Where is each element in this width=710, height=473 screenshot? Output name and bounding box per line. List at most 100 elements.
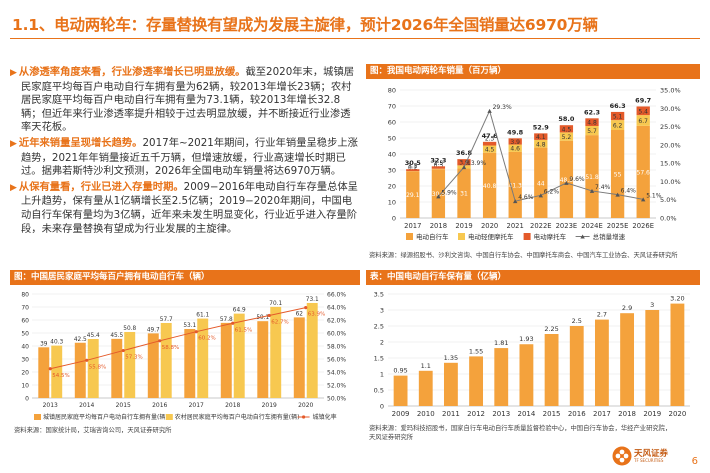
household-chart-source: 资料来源：国家统计局，艾瑞咨询公司，天风证券研究所 [14,427,172,434]
sales-y-left-tick: 30 [388,167,396,175]
sales-x-tick: 2020 [481,222,498,230]
arrow-bullet-icon: ▶ [10,182,17,193]
household-urbanization-marker [85,358,89,362]
household-legend-label: 城镇居民家庭平均每百户电动自行车拥有量(辆) [43,413,168,421]
household-urban-label: 42.5 [74,337,87,343]
sales-bar-segment [482,152,497,218]
sales-bar-label: 4.5 [485,147,495,154]
stock-x-tick: 2013 [492,410,510,418]
household-rural-label: 50.8 [123,326,136,332]
sales-legend-swatch [406,233,413,240]
logo-name: 天风证券 [634,449,669,459]
sales-bar-label: 4.1 [536,134,546,141]
sales-bar-label: 6.7 [638,118,648,125]
sales-bar-segment [636,106,650,116]
household-x-tick: 2015 [116,402,131,409]
stock-y-tick: 3.5 [374,291,384,299]
sales-growth-label: 7.4% [595,184,611,191]
stock-bar-label: 2.5 [572,317,582,325]
household-urban-label: 53.1 [183,323,196,329]
sales-total-label: 47.6 [482,132,499,140]
household-urbanization-label: 63.9% [308,312,325,318]
household-y-right-tick: 58.0% [327,344,346,351]
sales-bar-segment [482,145,497,153]
household-x-tick: 2018 [225,402,240,409]
stock-x-tick: 2018 [618,410,636,418]
household-urbanization-marker [194,330,198,334]
household-y-right-tick: 52.0% [327,383,346,390]
sales-bar-label: 5.2 [562,134,572,141]
household-urbanization-label: 57.3% [125,355,142,361]
sales-y-right-tick: 5.0% [660,196,677,204]
sales-bar-segment [508,144,522,152]
household-urban-label: 57.8 [220,317,233,323]
sales-bar-label: 1.2 [408,163,418,170]
stock-bar [469,356,484,406]
household-rural-bar [270,306,282,398]
household-urban-label: 45.5 [110,333,123,339]
sales-growth-label: 6.2% [544,188,560,195]
sales-total-label: 49.8 [507,128,524,136]
stock-bar-label: 1.55 [469,347,483,355]
sales-bar-label: 6.2 [613,123,623,130]
household-urbanization-label: 61.5% [235,327,252,333]
sales-bar-segment [534,133,548,140]
sales-bar-label: 0.2 [408,165,418,172]
sales-bar-segment [585,126,599,136]
sales-bar-segment [406,169,420,172]
sales-growth-label: 29.3% [493,104,512,111]
household-y-right-tick: 62.0% [327,318,346,325]
sales-bar-label: 5.1 [613,114,623,121]
stock-chart-source-line1: 资料来源：爱玛科技招股书，国家自行车电动自行车质量监督检验中心，中国自行车协会，… [369,425,672,432]
title-divider [10,38,700,39]
sales-legend-label: 电动轻便摩托车 [468,232,514,241]
sales-bar-label: 48.3 [560,177,574,184]
paragraph-sales: ▶ 近年来销量呈现增长趋势。2017年~2021年期间，行业年销量呈稳步上涨趋势，… [10,137,360,179]
household-y-left-tick: 40 [21,344,29,351]
sales-bar-segment [610,130,625,218]
tf-logo-flower-icon [612,446,632,466]
household-urbanization-label: 58.8% [162,345,179,351]
sales-total-label: 32.3 [430,156,446,164]
household-chart: 0 10 20 30 40 50 60 70 80 50.0% 52.0% 54.0% 56.0% 58.… [21,292,346,422]
household-rural-label: 45.4 [87,333,100,339]
stock-bar-label: 2.9 [622,304,632,312]
sales-total-label: 30.5 [405,159,422,167]
stock-bar-label: 1.35 [444,354,458,362]
household-y-left-tick: 10 [21,383,29,390]
sales-growth-label: 9.6% [569,176,585,183]
household-rural-bar [233,313,245,398]
stock-x-tick: 2016 [568,410,586,418]
stock-bar [620,313,635,406]
household-urban-bar [257,321,269,398]
household-urban-label: 59.1 [256,315,269,321]
household-x-tick: 2020 [298,402,313,409]
sales-growth-marker [641,197,646,202]
sales-bar-segment [636,115,650,126]
sales-bar-segment [585,135,599,218]
household-legend-marker [302,415,306,419]
stock-bar-label: 1.93 [519,335,533,343]
household-rural-bar [197,318,209,398]
sales-x-tick: 2022E [530,222,552,230]
household-y-right-tick: 50.0% [327,396,346,403]
stock-x-tick: 2015 [543,410,561,418]
sales-x-tick: 2017 [404,222,421,230]
household-urbanization-marker [267,313,271,318]
sales-bar-segment [508,151,522,218]
household-y-right-tick: 60.0% [327,331,346,338]
sales-x-tick: 2023E [556,222,578,230]
household-x-tick: 2019 [262,402,277,409]
stock-bar [418,370,433,406]
sales-y-left-tick: 80 [388,87,396,95]
stock-y-tick: 0.5 [374,387,384,395]
sales-bar-label: 4.8 [587,120,597,127]
household-chart-header: 图：中国居民家庭平均每百户拥有电动自行车（辆） [10,270,360,285]
sales-legend-marker [580,234,585,239]
sales-bar-label: 55 [614,172,622,179]
sales-x-tick: 2021 [507,222,524,230]
household-x-tick: 2016 [152,402,167,409]
sales-y-left-tick: 70 [388,103,396,111]
sales-chart: 0 10 20 30 40 50 60 70 80 0.0% 5.0% 10.0% 15.0% 20.0%… [388,87,681,242]
stock-chart-source-line2: 天风证券研究所 [369,434,414,441]
